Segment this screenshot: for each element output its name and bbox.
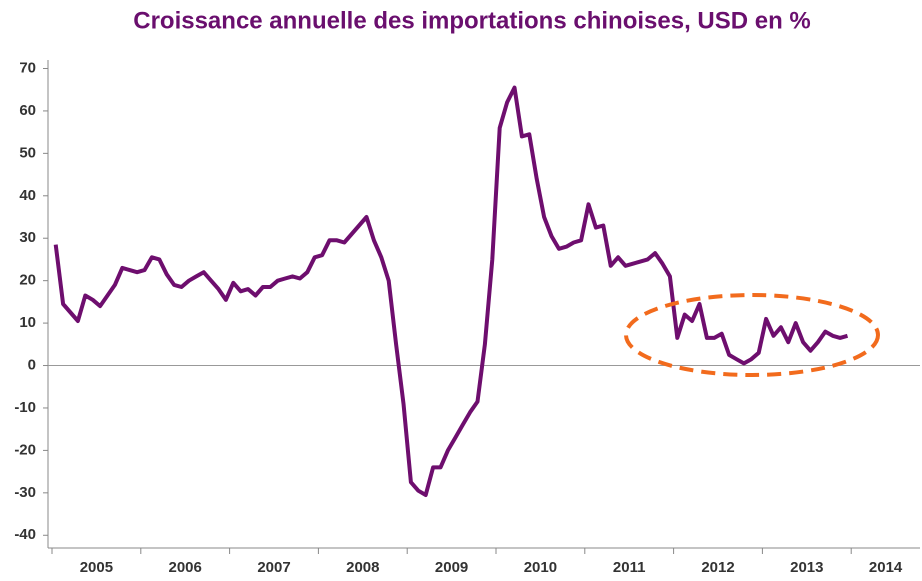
x-tick-label: 2005 <box>80 559 113 576</box>
y-tick-label: 60 <box>19 102 36 119</box>
highlight-ellipse <box>624 293 880 377</box>
y-tick-label: 0 <box>28 356 36 373</box>
chart-title: Croissance annuelle des importations chi… <box>133 7 811 34</box>
y-tick-label: 20 <box>19 272 36 289</box>
y-tick-label: 30 <box>19 229 36 246</box>
x-tick-label: 2014 <box>869 559 903 576</box>
y-tick-label: 70 <box>19 59 36 76</box>
y-tick-label: -10 <box>14 399 36 416</box>
x-tick-label: 2010 <box>524 559 557 576</box>
x-tick-label: 2012 <box>701 559 734 576</box>
x-tick-label: 2006 <box>169 559 202 576</box>
x-tick-label: 2008 <box>346 559 379 576</box>
y-tick-label: -20 <box>14 441 36 458</box>
y-tick-label: 50 <box>19 144 36 161</box>
x-tick-label: 2009 <box>435 559 468 576</box>
x-tick-label: 2011 <box>613 559 646 576</box>
x-tick-label: 2013 <box>790 559 823 576</box>
y-tick-label: -40 <box>14 526 36 543</box>
y-tick-label: 10 <box>19 314 36 331</box>
data-line <box>53 85 849 497</box>
y-tick-label: -30 <box>14 484 36 501</box>
x-tick-label: 2007 <box>257 559 290 576</box>
y-tick-label: 40 <box>19 187 36 204</box>
